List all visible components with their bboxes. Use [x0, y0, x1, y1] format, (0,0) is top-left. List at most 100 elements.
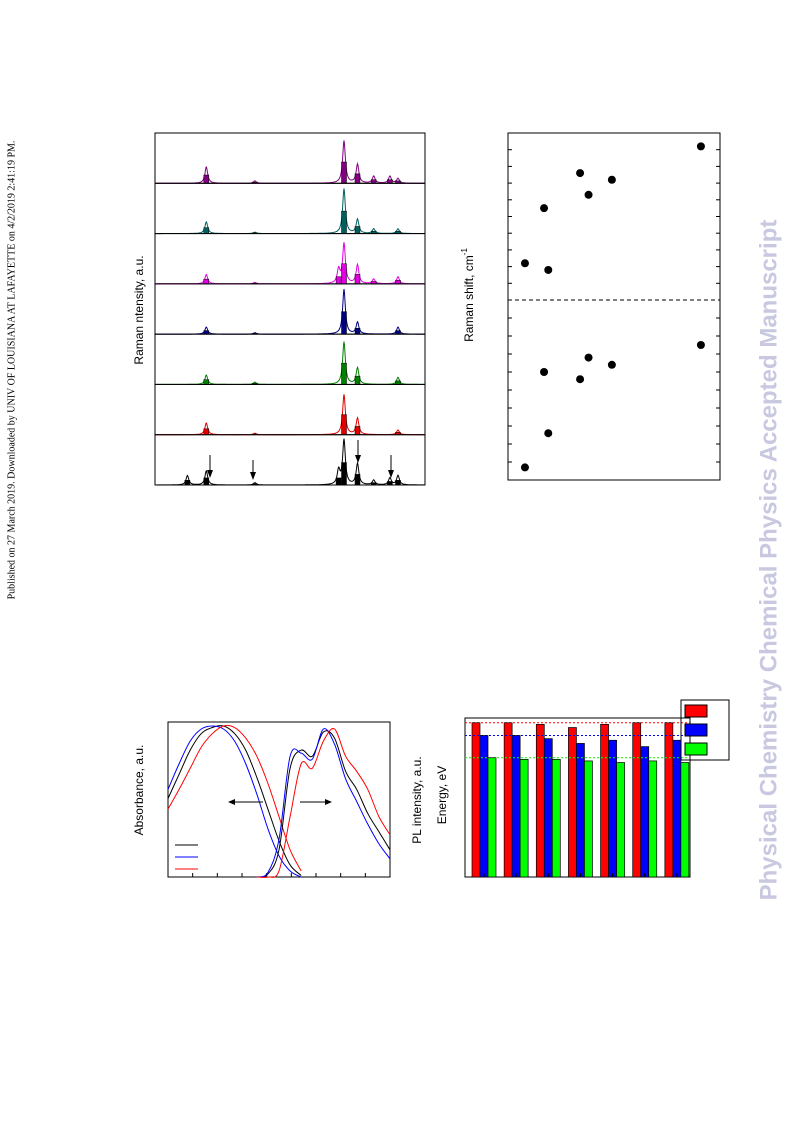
plot-frame	[154, 333, 426, 385]
bar	[640, 746, 650, 878]
spectrum-line	[155, 394, 425, 436]
bar	[648, 760, 658, 878]
stick-bar	[341, 462, 347, 486]
legend-swatch	[684, 704, 708, 718]
stick-bar	[341, 210, 347, 234]
stick-bar	[395, 280, 401, 285]
spectrum-line	[155, 188, 425, 235]
bar	[551, 758, 561, 878]
bar	[519, 758, 529, 878]
arrow-head	[228, 799, 235, 805]
download-notice: Published on 27 March 2019. Downloaded b…	[6, 141, 17, 600]
bar	[568, 727, 577, 878]
arrow-head	[207, 470, 213, 478]
stick-bar	[354, 426, 361, 435]
arrow-head	[355, 455, 361, 463]
stick-bar	[354, 474, 361, 486]
stick-bar	[203, 278, 210, 285]
data-point	[520, 259, 529, 268]
legend-swatch	[684, 723, 708, 737]
spectrum-line	[256, 730, 391, 878]
arrow-head	[250, 472, 256, 480]
stick-bar	[395, 330, 401, 335]
label-sup: -1	[460, 248, 469, 256]
legend-swatch	[684, 742, 708, 756]
data-point	[544, 265, 553, 274]
data-point	[696, 142, 705, 151]
data-point	[576, 375, 585, 384]
spectrum-line	[155, 341, 425, 385]
data-point	[540, 368, 549, 376]
stick-bar	[203, 227, 210, 234]
y2-axis-label: Energy, eV	[435, 766, 449, 824]
stick-bar	[341, 311, 347, 335]
spectrum-line	[167, 725, 302, 878]
bar	[576, 743, 585, 878]
stick-bar	[354, 274, 361, 285]
arrow-head	[388, 470, 394, 478]
y-axis-label: Raman ntensity, a.u.	[132, 255, 146, 364]
data-point	[576, 169, 585, 178]
bar	[511, 735, 521, 878]
data-point	[540, 204, 549, 213]
stick-bar	[341, 263, 347, 285]
bar	[600, 724, 609, 878]
y-axis-label: PL intensity, a.u.	[410, 756, 424, 843]
y-axis-label: Raman shift, cm-1	[460, 248, 476, 342]
stick-bar	[395, 480, 401, 486]
data-point	[544, 429, 553, 438]
plot-frame	[154, 383, 426, 436]
spectrum-line	[256, 728, 391, 878]
plot-frame	[167, 721, 391, 878]
y-axis-label: Absorbance, a.u.	[132, 745, 146, 836]
spectrum-line	[155, 140, 425, 184]
legend-frame	[680, 699, 730, 761]
stick-bar	[387, 481, 393, 486]
plot-frame	[507, 132, 721, 481]
plot-frame	[154, 434, 426, 486]
stick-bar	[203, 477, 210, 486]
arrow-head	[325, 799, 332, 805]
stick-bar	[203, 330, 210, 335]
stick-bar	[203, 428, 210, 435]
bar	[680, 762, 690, 878]
bar	[584, 760, 593, 878]
plot-frame	[154, 233, 426, 285]
stick-bar	[203, 174, 210, 184]
bar	[664, 722, 674, 878]
spectrum-line	[155, 288, 425, 335]
watermark: Physical Chemistry Chemical Physics Acce…	[755, 220, 782, 901]
bar	[608, 739, 617, 878]
bar	[503, 722, 513, 878]
bar	[487, 757, 497, 878]
data-point	[607, 175, 616, 184]
stick-bar	[354, 375, 361, 385]
data-point	[696, 341, 705, 349]
data-point	[520, 463, 529, 472]
bar	[672, 739, 682, 878]
data-point	[607, 360, 616, 369]
bar	[632, 722, 642, 878]
stick-bar	[184, 480, 191, 486]
stick-bar	[335, 276, 342, 285]
stick-bar	[341, 161, 347, 184]
data-point	[584, 190, 593, 199]
bar	[471, 722, 481, 878]
bar	[535, 724, 545, 878]
stick-bar	[203, 379, 210, 385]
stick-bar	[354, 327, 361, 335]
stick-bar	[252, 483, 258, 486]
stick-bar	[387, 179, 393, 184]
stick-bar	[370, 179, 377, 184]
plot-frame	[154, 283, 426, 335]
bar	[479, 735, 489, 878]
data-point	[584, 353, 593, 362]
stick-bar	[335, 477, 342, 486]
stick-bar	[354, 226, 361, 234]
stick-bar	[341, 414, 347, 435]
spectrum-line	[167, 725, 302, 872]
bar	[616, 762, 625, 878]
label-text: Raman shift, cm	[462, 255, 476, 342]
spectrum-line	[155, 242, 425, 285]
